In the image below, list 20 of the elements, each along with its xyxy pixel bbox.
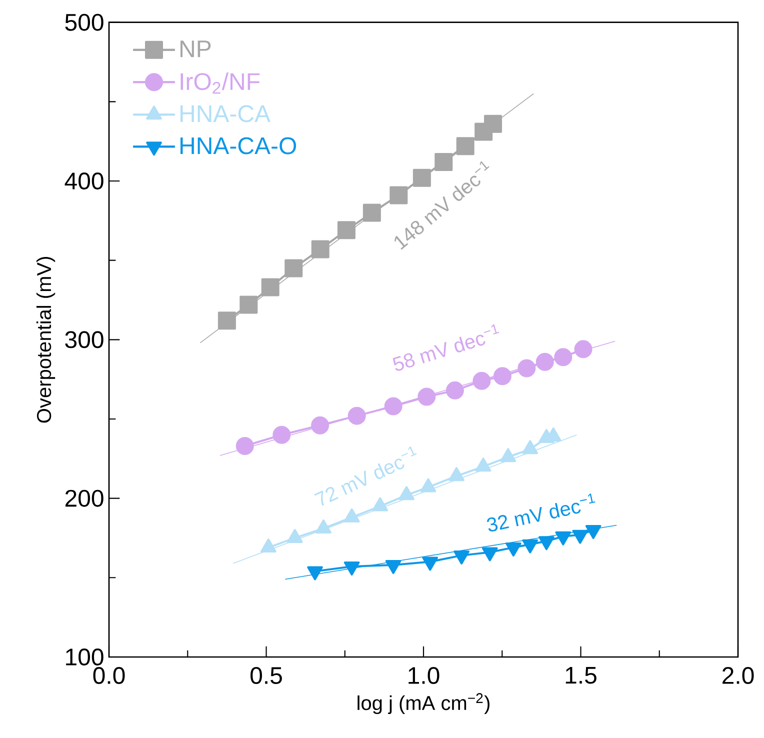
x-tick-label: 0.5	[250, 667, 282, 684]
x-tick-label: 0.0	[93, 667, 125, 684]
annotation: 148 mV dec$^{−1}$	[394, 161, 490, 250]
y-axis-title: Overpotential (mV)	[36, 257, 56, 423]
legend-label: HNA-CA-O	[180, 137, 296, 154]
y-tick-label: 200	[65, 490, 104, 507]
legend-label: HNA-CA	[180, 105, 270, 122]
annotation: 72 mV dec$^{−1}$	[314, 446, 417, 506]
legend-label: NP	[180, 40, 211, 58]
x-axis-title: log j (mA cm$^{−2}$)	[358, 693, 490, 714]
y-tick-label: 400	[64, 172, 104, 190]
annotation: 58 mV dec$^{−1}$	[392, 324, 500, 371]
x-tick-label: 1.0	[408, 667, 440, 684]
legend-label: IrO$_{2}$/NF	[180, 72, 260, 94]
y-tick-label: 300	[65, 331, 104, 348]
y-tick-label: 500	[65, 14, 104, 31]
x-tick-label: 2.0	[722, 667, 754, 684]
y-tick-label: 100	[66, 648, 104, 666]
x-tick-label: 1.5	[566, 667, 596, 684]
annotation: 32 mV dec$^{−1}$	[487, 494, 596, 532]
